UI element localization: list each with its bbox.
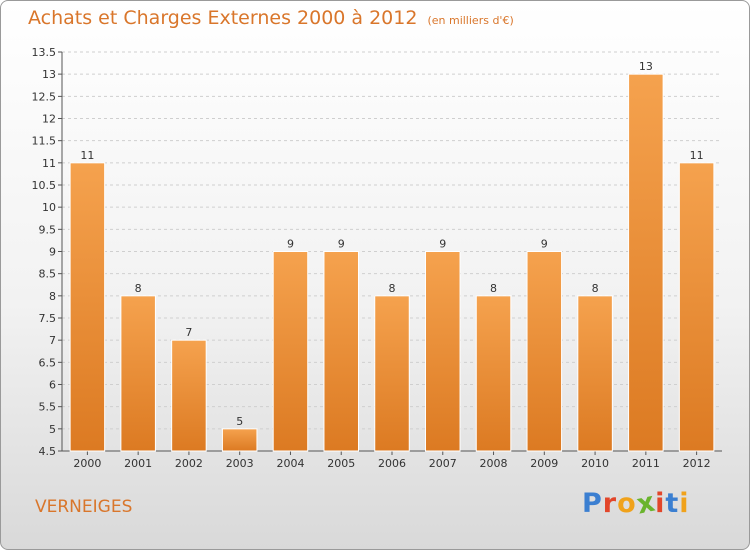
y-tick-label: 6 <box>49 379 56 392</box>
logo-letter: o <box>617 488 637 519</box>
y-tick-label: 7 <box>49 334 56 347</box>
bar-2007 <box>425 251 461 452</box>
x-tick-label-2002: 2002 <box>175 457 203 470</box>
bar-2000 <box>69 162 106 452</box>
y-tick-label: 4.5 <box>39 445 57 458</box>
chart-subtitle: (en milliers d'€) <box>427 14 514 27</box>
value-label-2010: 8 <box>592 282 599 295</box>
logo-letter: i <box>655 488 666 519</box>
value-label-2004: 9 <box>287 238 294 251</box>
y-tick-label: 5.5 <box>39 401 57 414</box>
x-tick-label-2008: 2008 <box>480 457 508 470</box>
value-label-2009: 9 <box>541 238 548 251</box>
chart-title: Achats et Charges Externes 2000 à 2012 <box>28 7 418 29</box>
bar-2001 <box>120 295 156 452</box>
x-tick-label-2006: 2006 <box>378 457 406 470</box>
value-label-2005: 9 <box>338 238 345 251</box>
logo-letter: t <box>665 488 680 519</box>
x-tick-label-2007: 2007 <box>429 457 457 470</box>
y-tick-label: 9 <box>49 246 56 259</box>
proxiti-logo[interactable]: Proxiti <box>582 486 690 520</box>
bar-2010 <box>577 295 613 452</box>
x-tick-label-2009: 2009 <box>530 457 558 470</box>
y-tick-label: 13.5 <box>32 46 57 59</box>
y-tick-label: 11 <box>42 157 56 170</box>
city-name: VERNEIGES <box>35 497 133 517</box>
y-tick-label: 8 <box>49 290 56 303</box>
x-tick-label-2012: 2012 <box>683 457 711 470</box>
y-tick-label: 12 <box>42 113 56 126</box>
y-tick-label: 8.5 <box>39 268 57 281</box>
bar-2002 <box>171 339 207 452</box>
bar-2011 <box>628 73 664 452</box>
value-label-2006: 8 <box>389 282 396 295</box>
bar-2005 <box>323 251 359 452</box>
value-label-2003: 5 <box>236 415 243 428</box>
bar-2006 <box>374 295 410 452</box>
labels: 4.5 5 5.5 6 6.5 7 7.5 8 8.5 9 9.5 10 10.5 11 11.5 12 12.… <box>32 46 711 470</box>
x-tick-label-2011: 2011 <box>632 457 660 470</box>
y-tick-label: 10 <box>42 201 56 214</box>
y-tick-label: 5 <box>49 423 56 436</box>
y-tick-label: 9.5 <box>39 223 57 236</box>
x-tick-label-2003: 2003 <box>226 457 254 470</box>
value-label-2007: 9 <box>439 238 446 251</box>
value-label-2001: 8 <box>135 282 142 295</box>
bars <box>69 73 715 452</box>
x-tick-label-2005: 2005 <box>327 457 355 470</box>
logo-letter: i <box>679 488 690 519</box>
logo-letter: r <box>602 488 618 519</box>
y-tick-label: 13 <box>42 68 56 81</box>
value-label-2012: 11 <box>690 149 704 162</box>
value-label-2011: 13 <box>639 60 653 73</box>
y-tick-label: 6.5 <box>39 356 57 369</box>
bar-2009 <box>526 251 563 452</box>
y-tick-label: 10.5 <box>32 179 57 192</box>
title-row: Achats et Charges Externes 2000 à 2012 (e… <box>28 7 514 29</box>
x-tick-label-2001: 2001 <box>124 457 152 470</box>
bar-2008 <box>475 295 512 452</box>
y-tick-label: 7.5 <box>39 312 57 325</box>
x-tick-label-2004: 2004 <box>276 457 304 470</box>
logo-letter: P <box>582 488 603 519</box>
value-label-2000: 11 <box>80 149 94 162</box>
x-tick-label-2000: 2000 <box>73 457 101 470</box>
y-tick-label: 12.5 <box>32 90 57 103</box>
bar-2012 <box>678 162 715 452</box>
bar-2004 <box>272 251 309 452</box>
x-tick-label-2010: 2010 <box>581 457 609 470</box>
value-label-2002: 7 <box>185 326 192 339</box>
bar-2003 <box>221 428 258 452</box>
y-tick-label: 11.5 <box>32 135 57 148</box>
value-label-2008: 8 <box>490 282 497 295</box>
